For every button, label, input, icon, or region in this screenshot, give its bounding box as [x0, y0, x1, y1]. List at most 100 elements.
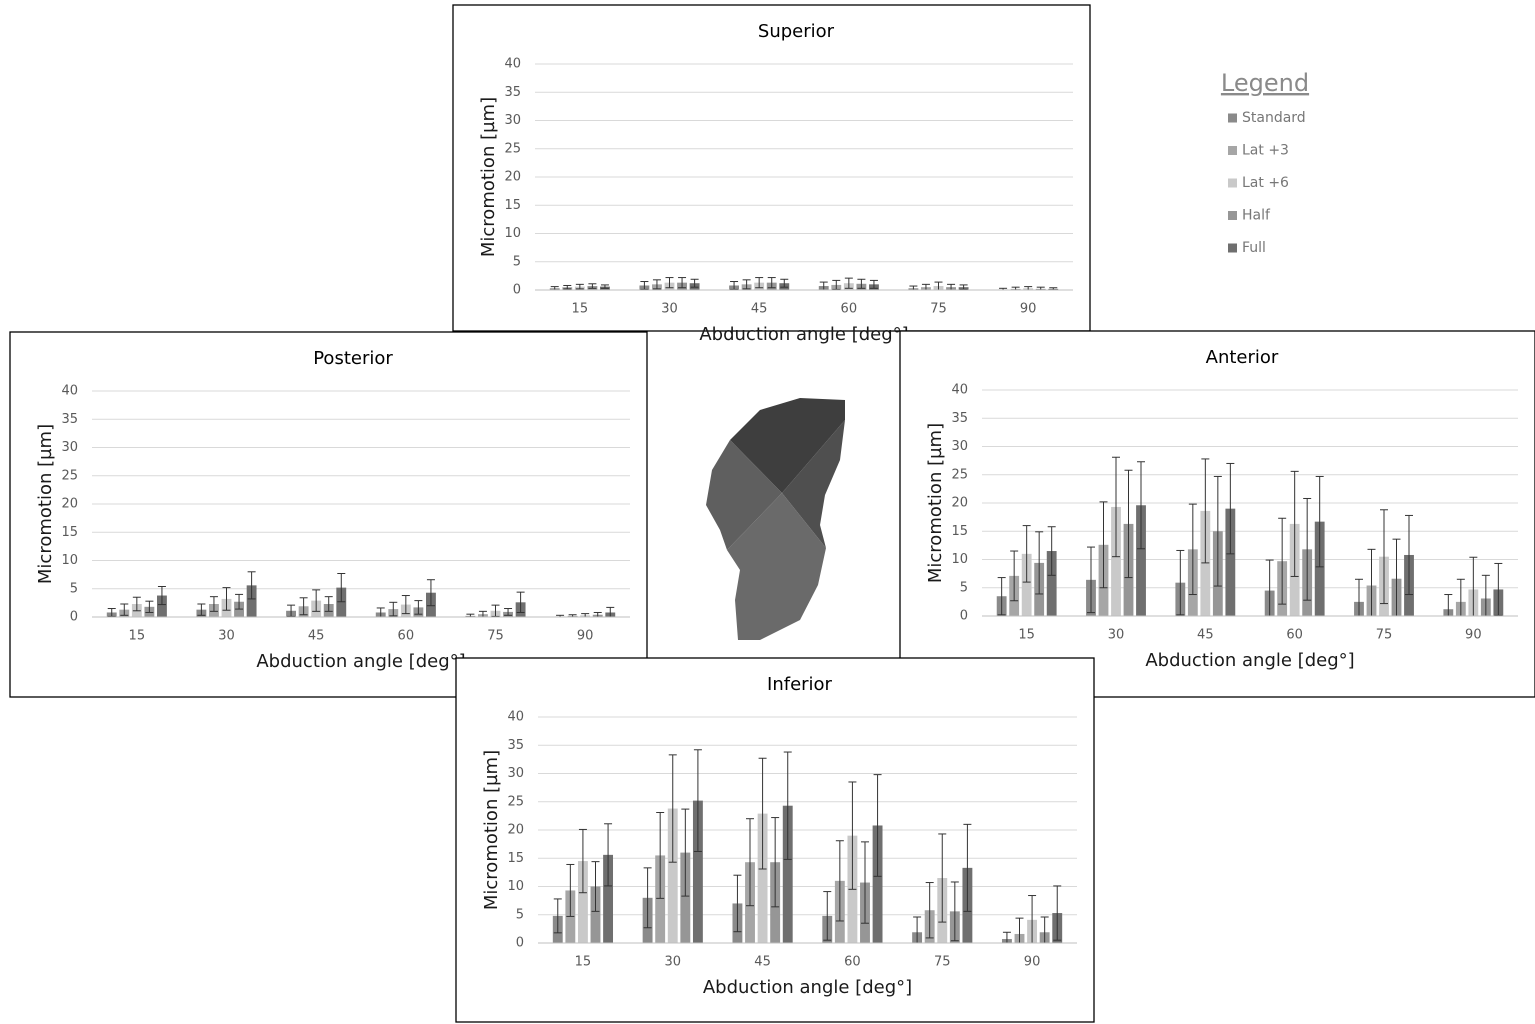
legend-swatch	[1228, 243, 1237, 253]
x-tick-label: 75	[1376, 628, 1393, 643]
chart-panel: Superior 0 5 10 15 20 25 30 35 40 Micromotion [µm]…	[452, 4, 1091, 345]
error-bar	[823, 891, 832, 941]
y-tick-label: 25	[507, 794, 524, 809]
bar	[1225, 508, 1236, 616]
y-tick-label: 0	[70, 610, 78, 625]
bar	[1111, 506, 1121, 616]
y-axis-title: Micromotion [µm]	[478, 97, 499, 257]
chart-title: Posterior	[313, 348, 393, 369]
error-bar	[963, 823, 972, 912]
y-tick-label: 15	[951, 524, 968, 539]
bar	[667, 808, 678, 943]
error-bar	[247, 571, 256, 600]
bar	[680, 852, 691, 943]
y-tick-label: 35	[951, 411, 968, 426]
bar	[1021, 553, 1032, 616]
error-bar	[755, 277, 764, 289]
error-bar	[1010, 550, 1019, 602]
error-bar	[869, 279, 878, 289]
bar	[577, 861, 588, 943]
error-bar	[678, 277, 687, 289]
x-tick-label: 90	[1465, 628, 1482, 643]
error-bar	[588, 283, 597, 289]
error-bar	[1035, 531, 1044, 595]
error-bar	[835, 840, 844, 922]
y-tick-label: 35	[504, 85, 521, 100]
error-bar	[742, 279, 751, 290]
x-tick-label: 30	[218, 629, 235, 644]
error-bar	[563, 284, 572, 290]
x-tick-label: 45	[754, 955, 771, 970]
error-bar	[222, 587, 231, 611]
y-tick-label: 0	[516, 936, 524, 951]
error-bar	[1188, 503, 1197, 596]
legend-label: Full	[1242, 240, 1266, 256]
x-tick-label: 60	[844, 955, 861, 970]
chart-title: Anterior	[1206, 347, 1279, 368]
x-tick-label: 30	[661, 302, 678, 317]
legend-swatch	[1228, 146, 1237, 155]
error-bar	[733, 874, 742, 933]
error-bar	[1137, 461, 1146, 550]
legend-swatch	[1228, 178, 1237, 188]
error-bar	[516, 591, 525, 613]
y-tick-label: 40	[504, 57, 521, 72]
error-bar	[120, 603, 129, 616]
x-tick-label: 60	[1286, 628, 1303, 643]
bar	[1200, 510, 1211, 616]
error-bar	[1226, 462, 1235, 555]
y-tick-label: 40	[61, 384, 78, 399]
error-bar	[925, 882, 934, 939]
error-bar	[209, 596, 218, 612]
error-bar	[950, 881, 959, 942]
y-tick-label: 15	[61, 525, 78, 540]
error-bar	[337, 572, 346, 603]
error-bar	[681, 808, 690, 897]
error-bar	[640, 281, 649, 290]
error-bar	[1112, 456, 1120, 558]
error-bar	[771, 817, 780, 908]
error-bar	[1047, 526, 1056, 576]
error-bar	[693, 749, 702, 852]
error-bar	[107, 608, 116, 617]
bar	[872, 825, 883, 943]
error-bar	[1099, 501, 1108, 589]
y-tick-label: 5	[513, 254, 521, 269]
y-tick-label: 5	[70, 581, 78, 596]
error-bar	[938, 833, 947, 923]
y-tick-label: 35	[507, 738, 524, 753]
legend: Legend Standard Lat +3 Lat +6 Half Full	[1221, 69, 1309, 256]
error-bar	[1494, 562, 1503, 616]
error-bar	[566, 863, 575, 917]
y-tick-label: 30	[507, 766, 524, 781]
error-bar	[668, 754, 677, 863]
legend-swatch	[1228, 113, 1237, 123]
bar	[603, 854, 614, 943]
bar	[757, 813, 768, 943]
x-tick-label: 15	[1018, 628, 1035, 643]
x-tick-label: 75	[487, 629, 504, 644]
error-bar	[1053, 885, 1062, 941]
y-tick-label: 25	[951, 467, 968, 482]
error-bar	[504, 608, 513, 616]
y-tick-label: 20	[507, 823, 524, 838]
y-tick-label: 0	[960, 609, 968, 624]
bar	[692, 800, 703, 943]
error-bar	[783, 751, 792, 860]
legend-title: Legend	[1221, 69, 1309, 97]
bar	[246, 585, 257, 617]
error-bar	[997, 577, 1006, 616]
error-bar	[600, 284, 609, 289]
x-tick-label: 15	[129, 629, 146, 644]
region-posterior	[706, 440, 782, 550]
panel-frame	[9, 331, 648, 698]
region-inferior	[727, 493, 826, 640]
x-tick-label: 75	[934, 955, 951, 970]
legend-label: Standard	[1242, 110, 1306, 126]
error-bar	[312, 589, 321, 612]
bar	[590, 886, 601, 943]
error-bar	[690, 278, 699, 288]
x-tick-label: 60	[841, 302, 858, 317]
bar	[336, 587, 347, 617]
x-tick-label: 45	[1197, 628, 1214, 643]
